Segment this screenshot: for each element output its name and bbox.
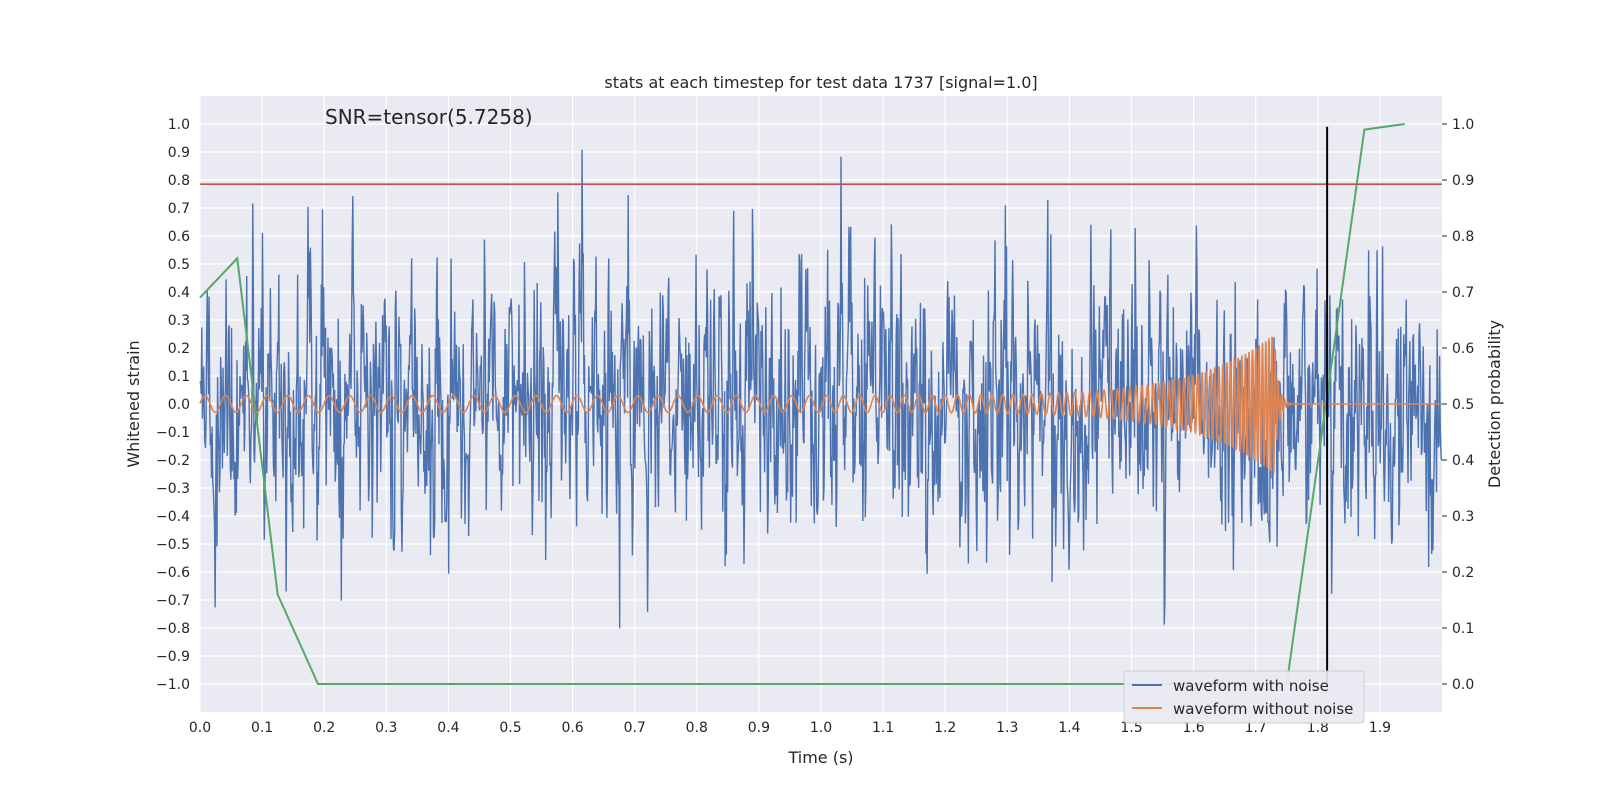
x-axis-label: Time (s): [787, 748, 853, 767]
x-tick-label: 1.6: [1182, 720, 1204, 736]
y-tick-label: 0.1: [168, 369, 190, 385]
y2-tick-label: 0.6: [1452, 341, 1474, 357]
x-tick-label: 0.7: [624, 720, 646, 736]
x-tick-label: 0.5: [499, 720, 521, 736]
y-tick-label: 1.0: [168, 117, 190, 133]
y2-tick-label: 0.4: [1452, 453, 1474, 469]
y-tick-label: −0.1: [156, 425, 190, 441]
ticks-layer: 0.0 0.1 0.2 0.3 0.4 0.5 0.6 0.7 0.8 0.9 1.0 1.1 1.2 1…: [156, 117, 1474, 736]
y-tick-label: −0.8: [156, 621, 190, 637]
y2-tick-label: 0.9: [1452, 173, 1474, 189]
y-tick-label: 0.5: [168, 257, 190, 273]
y-tick-label: 0.4: [168, 285, 190, 301]
x-tick-label: 1.3: [996, 720, 1018, 736]
x-tick-label: 0.2: [313, 720, 335, 736]
y2-tick-label: 0.8: [1452, 229, 1474, 245]
x-tick-label: 1.0: [810, 720, 832, 736]
snr-annotation: SNR=tensor(5.7258): [325, 105, 533, 129]
y2-tick-label: 0.7: [1452, 285, 1474, 301]
x-tick-label: 1.2: [934, 720, 956, 736]
x-tick-label: 1.8: [1307, 720, 1329, 736]
legend-label-noise: waveform with noise: [1173, 677, 1329, 695]
x-tick-label: 0.8: [686, 720, 708, 736]
x-tick-label: 0.9: [748, 720, 770, 736]
y-tick-label: −0.4: [156, 509, 190, 525]
y-tick-label: −1.0: [156, 677, 190, 693]
y-tick-label: 0.8: [168, 173, 190, 189]
y-tick-label: −0.5: [156, 537, 190, 553]
y-tick-label: −0.3: [156, 481, 190, 497]
y2-tick-label: 0.1: [1452, 621, 1474, 637]
x-tick-label: 1.7: [1245, 720, 1267, 736]
series-line-clean: [199, 336, 1442, 474]
y-tick-label: 0.6: [168, 229, 190, 245]
y-tick-label: −0.7: [156, 593, 190, 609]
y-tick-label: −0.6: [156, 565, 190, 581]
y2-axis-label: Detection probability: [1485, 320, 1504, 488]
chart-title: stats at each timestep for test data 173…: [604, 73, 1037, 92]
legend-box: [1123, 670, 1365, 724]
x-tick-label: 1.4: [1058, 720, 1080, 736]
x-tick-label: 0.0: [189, 720, 211, 736]
x-tick-label: 0.3: [375, 720, 397, 736]
legend: waveform with noise waveform without noi…: [1123, 670, 1365, 724]
x-tick-label: 0.6: [561, 720, 583, 736]
x-tick-label: 0.1: [251, 720, 273, 736]
legend-label-clean: waveform without noise: [1173, 700, 1353, 718]
y-axis-label: Whitened strain: [124, 340, 143, 467]
y-tick-label: 0.0: [168, 397, 190, 413]
y-tick-label: −0.2: [156, 453, 190, 469]
series-layer: [199, 123, 1443, 685]
y2-tick-label: 1.0: [1452, 117, 1474, 133]
y-tick-label: 0.2: [168, 341, 190, 357]
y-tick-label: 0.7: [168, 201, 190, 217]
x-tick-label: 1.9: [1369, 720, 1391, 736]
y2-tick-label: 0.2: [1452, 565, 1474, 581]
y-tick-label: 0.9: [168, 145, 190, 161]
y-tick-label: 0.3: [168, 313, 190, 329]
y2-tick-label: 0.3: [1452, 509, 1474, 525]
x-tick-label: 1.5: [1120, 720, 1142, 736]
x-tick-label: 1.1: [872, 720, 894, 736]
y2-tick-label: 0.5: [1452, 397, 1474, 413]
y2-tick-label: 0.0: [1452, 677, 1474, 693]
y-tick-label: −0.9: [156, 649, 190, 665]
series-line-probability: [199, 123, 1405, 685]
x-tick-label: 0.4: [437, 720, 459, 736]
